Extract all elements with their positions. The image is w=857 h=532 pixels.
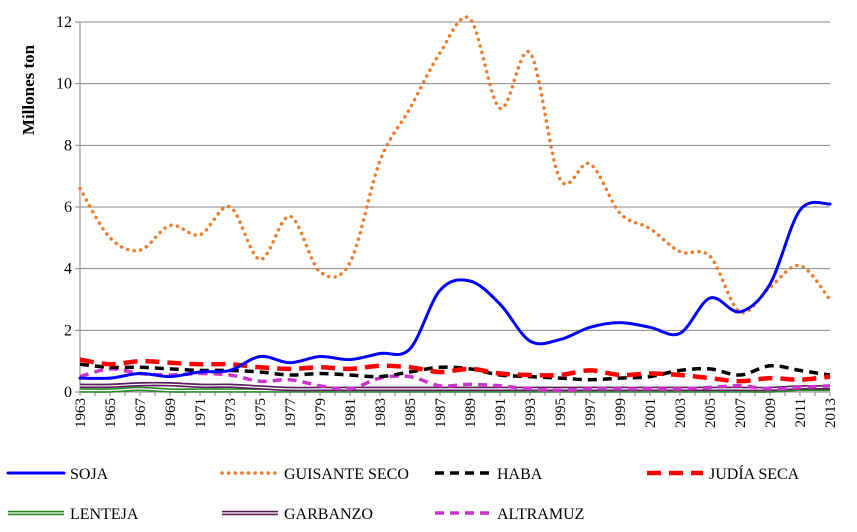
grid-lines [80,21,830,331]
axes [75,21,831,396]
legend-item-jud-a-seca: JUDÍA SECA [647,464,800,483]
y-tick-label: 8 [64,137,72,154]
legend-label-haba: HABA [497,466,543,483]
legend-label-guisante-seco: GUISANTE SECO [284,466,409,483]
legend: SOJA GUISANTE SECO HABA JUDÍA SECA LENTEJA GA… [6,464,800,523]
legend-label-altramuz: ALTRAMUZ [497,506,584,523]
legend-item-altramuz: ALTRAMUZ [435,506,584,523]
legend-item-soja: SOJA [6,466,109,483]
x-tick-label: 2009 [763,398,779,428]
x-tick-label: 2007 [733,398,749,429]
y-tick-label: 6 [64,199,72,216]
y-tick-label: 12 [56,14,72,31]
x-tick-label: 1971 [193,398,209,428]
legend-item-guisante-seco: GUISANTE SECO [220,466,409,483]
x-tick-label: 2011 [793,398,809,427]
x-tick-label: 2001 [643,398,659,428]
legend-item-garbanzo: GARBANZO [222,506,373,523]
x-tick-label: 2005 [703,398,719,428]
x-tick-label: 2013 [823,398,839,428]
x-tick-label: 1991 [493,398,509,428]
series-line-jud-a-seca [79,357,831,384]
x-tick-label: 1965 [103,398,119,428]
y-tick-labels: 0 2 4 6 8 10 12 [56,14,72,401]
x-tick-label: 1983 [373,398,389,428]
y-axis-label: Millones ton [19,44,38,135]
x-tick-label: 1993 [523,398,539,428]
x-tick-label: 2003 [673,398,689,428]
x-tick-label: 1981 [343,398,359,428]
legend-item-haba: HABA [435,466,543,483]
x-tick-label: 1973 [223,398,239,428]
legend-label-garbanzo: GARBANZO [284,506,373,523]
series-line-altramuz [79,367,831,393]
x-tick-label: 1975 [253,398,269,428]
y-tick-label: 10 [56,76,72,93]
y-tick-label: 0 [64,384,72,401]
x-tick-label: 1963 [73,398,89,428]
legend-label-lenteja: LENTEJA [70,506,139,523]
x-tick-label: 1977 [283,398,299,429]
legend-label-jud-a-seca: JUDÍA SECA [709,464,800,483]
series-lines [78,15,832,393]
x-tick-label: 1969 [163,398,179,428]
y-tick-label: 4 [64,261,72,278]
x-tick-label: 1999 [613,398,629,428]
x-tick-label: 1967 [133,398,149,429]
legend-label-soja: SOJA [70,466,109,483]
series-line-guisante-seco [78,15,832,315]
y-tick-label: 2 [64,322,72,339]
x-tick-label: 1985 [403,398,419,428]
legend-item-lenteja: LENTEJA [8,506,139,523]
x-tick-label: 1995 [553,398,569,428]
x-tick-label: 1987 [433,398,449,429]
x-tick-labels: 1963 1965 1967 1969 1971 1973 1975 1977 1979 1981… [73,398,839,429]
series-line-soja [78,200,832,380]
x-tick-label: 1997 [583,398,599,429]
x-tick-label: 1979 [313,398,329,428]
x-tick-label: 1989 [463,398,479,428]
